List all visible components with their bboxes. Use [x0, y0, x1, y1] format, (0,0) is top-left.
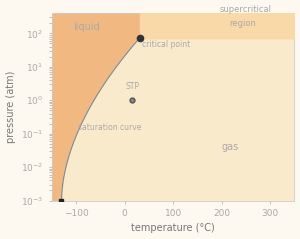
Text: saturation curve: saturation curve: [79, 123, 142, 132]
Text: critical point: critical point: [142, 40, 190, 49]
Text: liquid: liquid: [74, 22, 100, 33]
Polygon shape: [61, 38, 294, 201]
Text: STP: STP: [125, 82, 139, 91]
X-axis label: temperature (°C): temperature (°C): [131, 223, 215, 234]
Y-axis label: pressure (atm): pressure (atm): [6, 71, 16, 143]
Text: supercritical: supercritical: [219, 5, 271, 15]
Text: region: region: [229, 19, 256, 28]
Polygon shape: [52, 13, 140, 201]
Text: gas: gas: [222, 142, 239, 152]
